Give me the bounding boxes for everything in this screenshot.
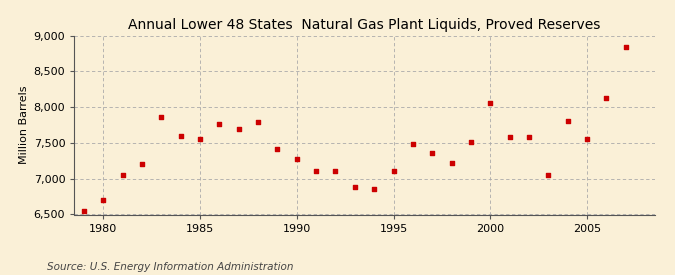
Point [582, 136, 593, 141]
Point [272, 147, 283, 151]
Point [620, 45, 631, 50]
Point [504, 134, 515, 139]
Y-axis label: Million Barrels: Million Barrels [20, 86, 30, 164]
Point [194, 136, 205, 141]
Point [388, 169, 399, 173]
Point [466, 140, 477, 144]
Point [252, 120, 263, 125]
Point [369, 186, 379, 191]
Point [446, 161, 457, 165]
Point [601, 96, 612, 100]
Point [427, 151, 437, 155]
Point [350, 185, 360, 189]
Point [408, 142, 418, 146]
Point [310, 169, 321, 173]
Point [176, 134, 186, 138]
Point [330, 169, 341, 173]
Point [98, 198, 109, 202]
Point [117, 173, 128, 177]
Point [524, 134, 535, 139]
Point [292, 157, 302, 162]
Point [136, 162, 147, 167]
Point [214, 122, 225, 127]
Point [543, 173, 554, 177]
Title: Annual Lower 48 States  Natural Gas Plant Liquids, Proved Reserves: Annual Lower 48 States Natural Gas Plant… [128, 18, 601, 32]
Point [78, 209, 89, 213]
Point [485, 101, 495, 105]
Point [562, 119, 573, 123]
Point [234, 126, 244, 131]
Text: Source: U.S. Energy Information Administration: Source: U.S. Energy Information Administ… [47, 262, 294, 272]
Point [156, 114, 167, 119]
